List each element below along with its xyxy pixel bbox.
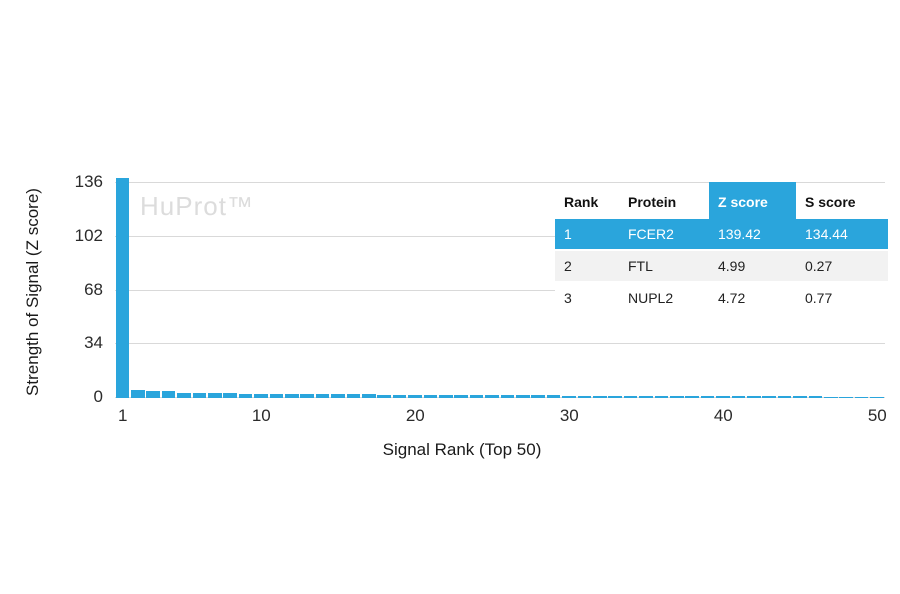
rank-header: Rank <box>555 187 619 219</box>
watermark: HuProt™ <box>140 191 254 221</box>
bar <box>762 396 777 398</box>
x-tick-label: 40 <box>713 406 733 425</box>
sscore-cell: 0.27 <box>796 250 888 283</box>
rank-cell: 2 <box>555 250 619 283</box>
bar <box>531 395 546 398</box>
y-tick-label: 34 <box>84 333 103 353</box>
bar <box>623 395 638 398</box>
table-header-row: Rank Protein Z score S score <box>555 182 888 219</box>
sscore-cell: 0.77 <box>796 282 888 313</box>
bar <box>454 395 469 398</box>
bar <box>823 396 838 398</box>
zscore-header: Z score <box>709 182 796 219</box>
bar <box>515 395 530 398</box>
bar <box>793 396 807 398</box>
bar <box>592 395 607 398</box>
x-axis-title: Signal Rank (Top 50) <box>382 440 542 459</box>
bar <box>746 396 761 398</box>
zscore-cell: 4.99 <box>709 250 796 283</box>
bar <box>546 395 561 398</box>
gridline <box>115 343 885 345</box>
bar <box>854 396 869 398</box>
bar <box>161 391 176 398</box>
bar <box>438 394 453 398</box>
bar <box>423 394 438 398</box>
gridline <box>115 289 885 291</box>
rank-cell: 1 <box>555 218 619 251</box>
y-tick-label: 102 <box>74 226 103 246</box>
bar <box>654 395 669 398</box>
bar <box>238 393 253 398</box>
bar <box>207 393 222 398</box>
table-row: 1 FCER2 139.42 134.44 <box>555 218 888 251</box>
plot-area: HuProt™ 0 34 68 102 136 1 10 20 30 40 50 <box>75 170 887 425</box>
bar <box>223 393 238 398</box>
x-tick-label: 50 <box>867 406 887 425</box>
bar <box>685 396 700 398</box>
gridline <box>115 397 885 398</box>
bar <box>469 395 484 398</box>
bar <box>300 394 315 398</box>
results-table: Rank Protein Z score S score 1 FCER2 139… <box>555 182 888 313</box>
bar <box>839 396 854 398</box>
sscore-cell: 134.44 <box>796 218 888 251</box>
gridline <box>115 236 885 238</box>
bar <box>377 394 392 398</box>
bar <box>716 396 730 398</box>
y-axis-title: Strength of Signal (Z score) <box>23 188 42 396</box>
sscore-header: S score <box>796 187 888 219</box>
bar <box>269 393 284 398</box>
bar <box>700 396 715 398</box>
bar <box>485 395 499 398</box>
bar <box>870 396 884 398</box>
bar <box>392 394 407 398</box>
x-tick-label: 1 <box>117 406 128 425</box>
bar <box>361 394 376 398</box>
bar <box>500 395 515 398</box>
bar <box>192 392 207 398</box>
x-tick-label: 20 <box>405 406 425 425</box>
bar <box>669 395 684 398</box>
bar <box>331 394 345 398</box>
bar <box>608 395 623 398</box>
bar <box>777 396 792 398</box>
y-tick-label: 68 <box>84 279 103 299</box>
protein-cell: NUPL2 <box>619 282 709 313</box>
protein-header: Protein <box>619 187 709 219</box>
bar <box>284 393 299 398</box>
bar <box>254 393 268 398</box>
table-row: 3 NUPL2 4.72 0.77 <box>555 282 888 313</box>
gridline <box>115 182 885 184</box>
bar <box>639 395 653 398</box>
bar <box>577 395 592 398</box>
protein-cell: FCER2 <box>619 218 709 251</box>
rank-cell: 3 <box>555 282 619 313</box>
bar <box>146 390 161 398</box>
y-tick-label: 0 <box>93 387 103 406</box>
bar <box>562 395 576 398</box>
bar <box>731 396 746 398</box>
x-tick-label: 10 <box>251 406 271 425</box>
zscore-cell: 139.42 <box>709 218 796 251</box>
x-tick-label: 30 <box>559 406 579 425</box>
table-row: 2 FTL 4.99 0.27 <box>555 250 888 283</box>
bar <box>177 392 191 398</box>
y-tick-label: 136 <box>74 172 103 192</box>
bar <box>408 394 422 398</box>
bar <box>115 178 130 398</box>
bar <box>130 390 145 398</box>
bar <box>346 394 361 398</box>
zscore-cell: 4.72 <box>709 282 796 313</box>
bar <box>808 396 823 398</box>
bar <box>315 394 330 398</box>
protein-cell: FTL <box>619 250 709 283</box>
